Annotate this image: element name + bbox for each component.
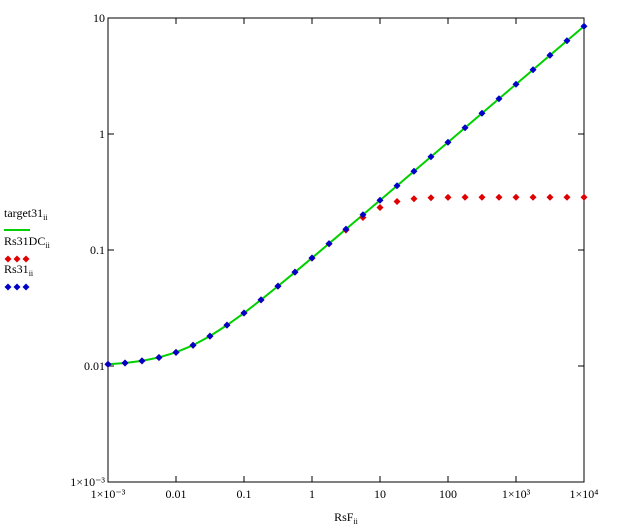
data-point	[580, 22, 588, 30]
data-point	[393, 197, 401, 205]
x-tick-label: 1	[309, 487, 315, 501]
data-point	[461, 193, 469, 201]
y-tick-label: 0.1	[90, 243, 105, 257]
data-point	[529, 66, 537, 74]
data-point	[461, 124, 469, 132]
legend-label-subscript: ii	[45, 241, 50, 250]
data-point	[546, 51, 554, 59]
legend-label-subscript: ii	[43, 213, 48, 222]
data-point	[223, 321, 231, 329]
legend-swatch	[22, 255, 30, 263]
y-tick-label: 0.01	[84, 359, 105, 373]
data-point	[393, 182, 401, 190]
data-point	[546, 193, 554, 201]
data-point	[529, 193, 537, 201]
legend-swatch	[22, 283, 30, 291]
x-tick-label: 1×10⁻³	[91, 487, 126, 501]
data-point	[138, 357, 146, 365]
data-point	[410, 195, 418, 203]
x-axis-label: RsFii	[334, 510, 359, 526]
legend-swatch	[13, 255, 21, 263]
legend-swatch	[4, 283, 12, 291]
legend-label-text: Rs31DC	[4, 234, 45, 248]
legend-label-text: Rs31	[4, 262, 29, 276]
x-axis-label-text: RsF	[334, 510, 354, 524]
data-point	[325, 240, 333, 248]
x-tick-label: 0.1	[237, 487, 252, 501]
x-tick-label: 0.01	[166, 487, 187, 501]
legend-swatch	[13, 283, 21, 291]
legend-label: target31ii	[4, 206, 48, 222]
series-line	[107, 25, 585, 366]
data-point	[512, 80, 520, 88]
legend-label-subscript: ii	[29, 269, 34, 278]
data-point	[376, 204, 384, 212]
data-point	[495, 193, 503, 201]
legend-label: Rs31DCii	[4, 234, 51, 250]
data-point	[206, 332, 214, 340]
legend-label: Rs31ii	[4, 262, 34, 278]
y-tick-label: 1×10⁻³	[70, 475, 105, 489]
data-point	[189, 341, 197, 349]
data-point	[427, 194, 435, 202]
legend-swatch	[4, 255, 12, 263]
data-point	[444, 193, 452, 201]
data-point	[308, 254, 316, 262]
data-point	[376, 196, 384, 204]
data-point	[495, 95, 503, 103]
data-point	[342, 225, 350, 233]
data-point	[563, 37, 571, 45]
data-point	[512, 193, 520, 201]
data-point	[291, 268, 299, 276]
x-axis-label-subscript: ii	[353, 517, 358, 526]
data-point	[121, 359, 129, 367]
data-point	[444, 138, 452, 146]
data-point	[563, 193, 571, 201]
legend-label-text: target31	[4, 206, 43, 220]
x-tick-label: 100	[439, 487, 457, 501]
data-point	[155, 353, 163, 361]
x-tick-label: 1×10⁴	[570, 487, 599, 501]
data-point	[240, 309, 248, 317]
x-tick-label: 1×10³	[502, 487, 531, 501]
data-point	[427, 153, 435, 161]
data-point	[580, 193, 588, 201]
data-point	[104, 360, 112, 368]
y-tick-label: 10	[93, 11, 105, 25]
data-point	[257, 296, 265, 304]
y-tick-label: 1	[99, 127, 105, 141]
data-point	[274, 282, 282, 290]
data-point	[478, 193, 486, 201]
data-point	[410, 167, 418, 175]
data-point	[478, 109, 486, 117]
x-tick-label: 10	[374, 487, 386, 501]
data-point	[359, 211, 367, 219]
data-point	[172, 348, 180, 356]
